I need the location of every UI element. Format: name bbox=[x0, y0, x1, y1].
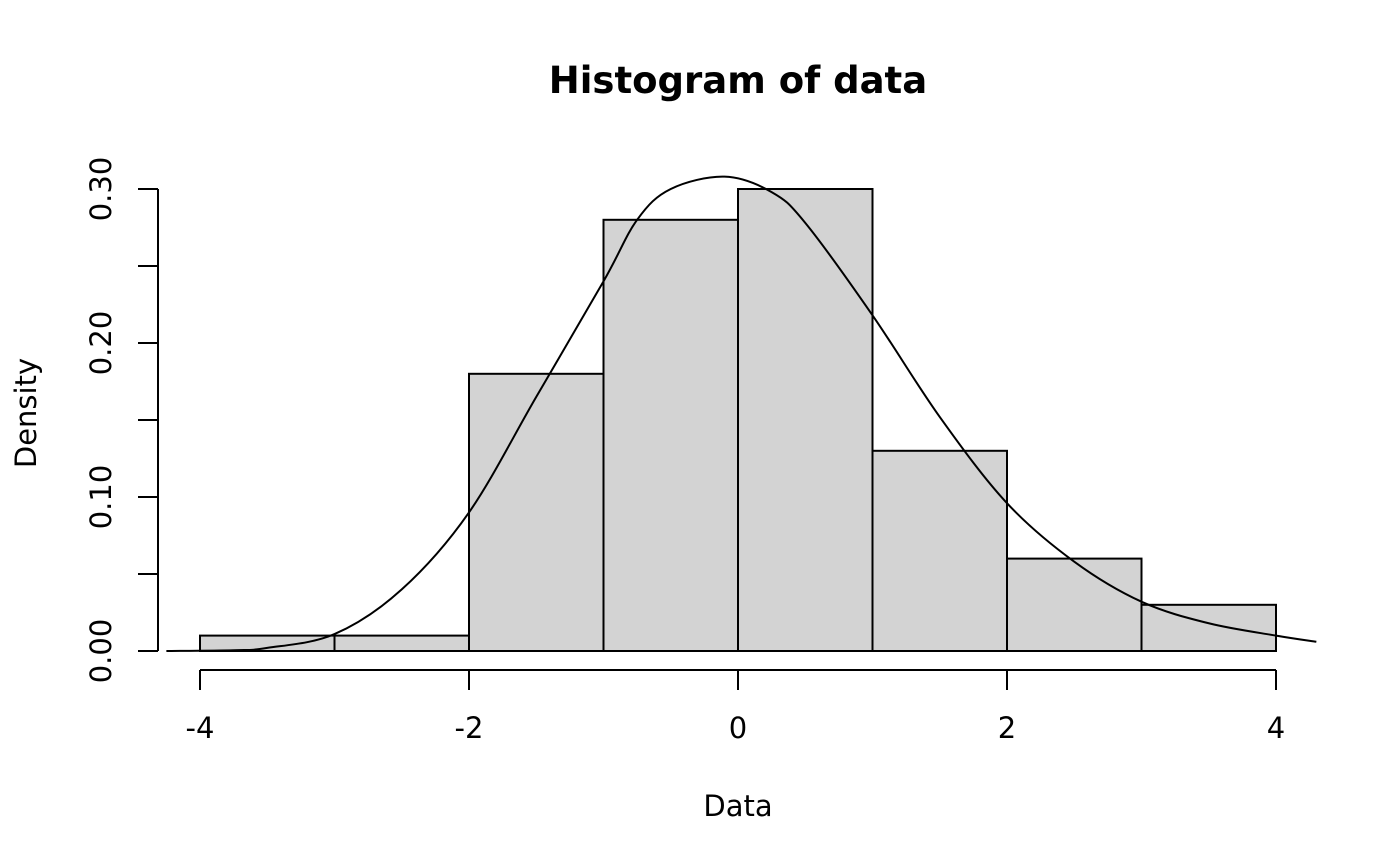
chart-title: Histogram of data bbox=[549, 59, 927, 102]
histogram-bar-1 bbox=[333, 634, 470, 652]
histogram-bar-4 bbox=[737, 188, 874, 652]
density-curve bbox=[166, 175, 1317, 652]
y-axis: 0.00 0.10 0.20 0.30 bbox=[84, 157, 159, 684]
x-tick-label-4: 4 bbox=[1267, 711, 1285, 745]
x-tick-label-3: 2 bbox=[998, 711, 1016, 745]
y-tick-label-0: 0.00 bbox=[84, 619, 118, 684]
histogram-bar-5 bbox=[871, 449, 1008, 652]
x-axis: -4 -2 0 2 4 bbox=[186, 669, 1285, 745]
y-tick-label-2: 0.10 bbox=[84, 465, 118, 530]
x-tick-label-1: -2 bbox=[455, 711, 484, 745]
x-axis-label: Data bbox=[703, 789, 772, 823]
histogram-bar-6 bbox=[1006, 557, 1143, 652]
histogram-bars bbox=[199, 188, 1277, 653]
x-tick-label-0: -4 bbox=[186, 711, 215, 745]
x-tick-label-2: 0 bbox=[729, 711, 747, 745]
histogram-bar-7 bbox=[1140, 603, 1277, 652]
histogram-bar-3 bbox=[602, 218, 739, 653]
y-tick-label-6: 0.30 bbox=[84, 157, 118, 222]
y-tick-label-4: 0.20 bbox=[84, 311, 118, 376]
histogram-bar-2 bbox=[468, 372, 605, 652]
y-axis-label: Density bbox=[9, 358, 43, 468]
